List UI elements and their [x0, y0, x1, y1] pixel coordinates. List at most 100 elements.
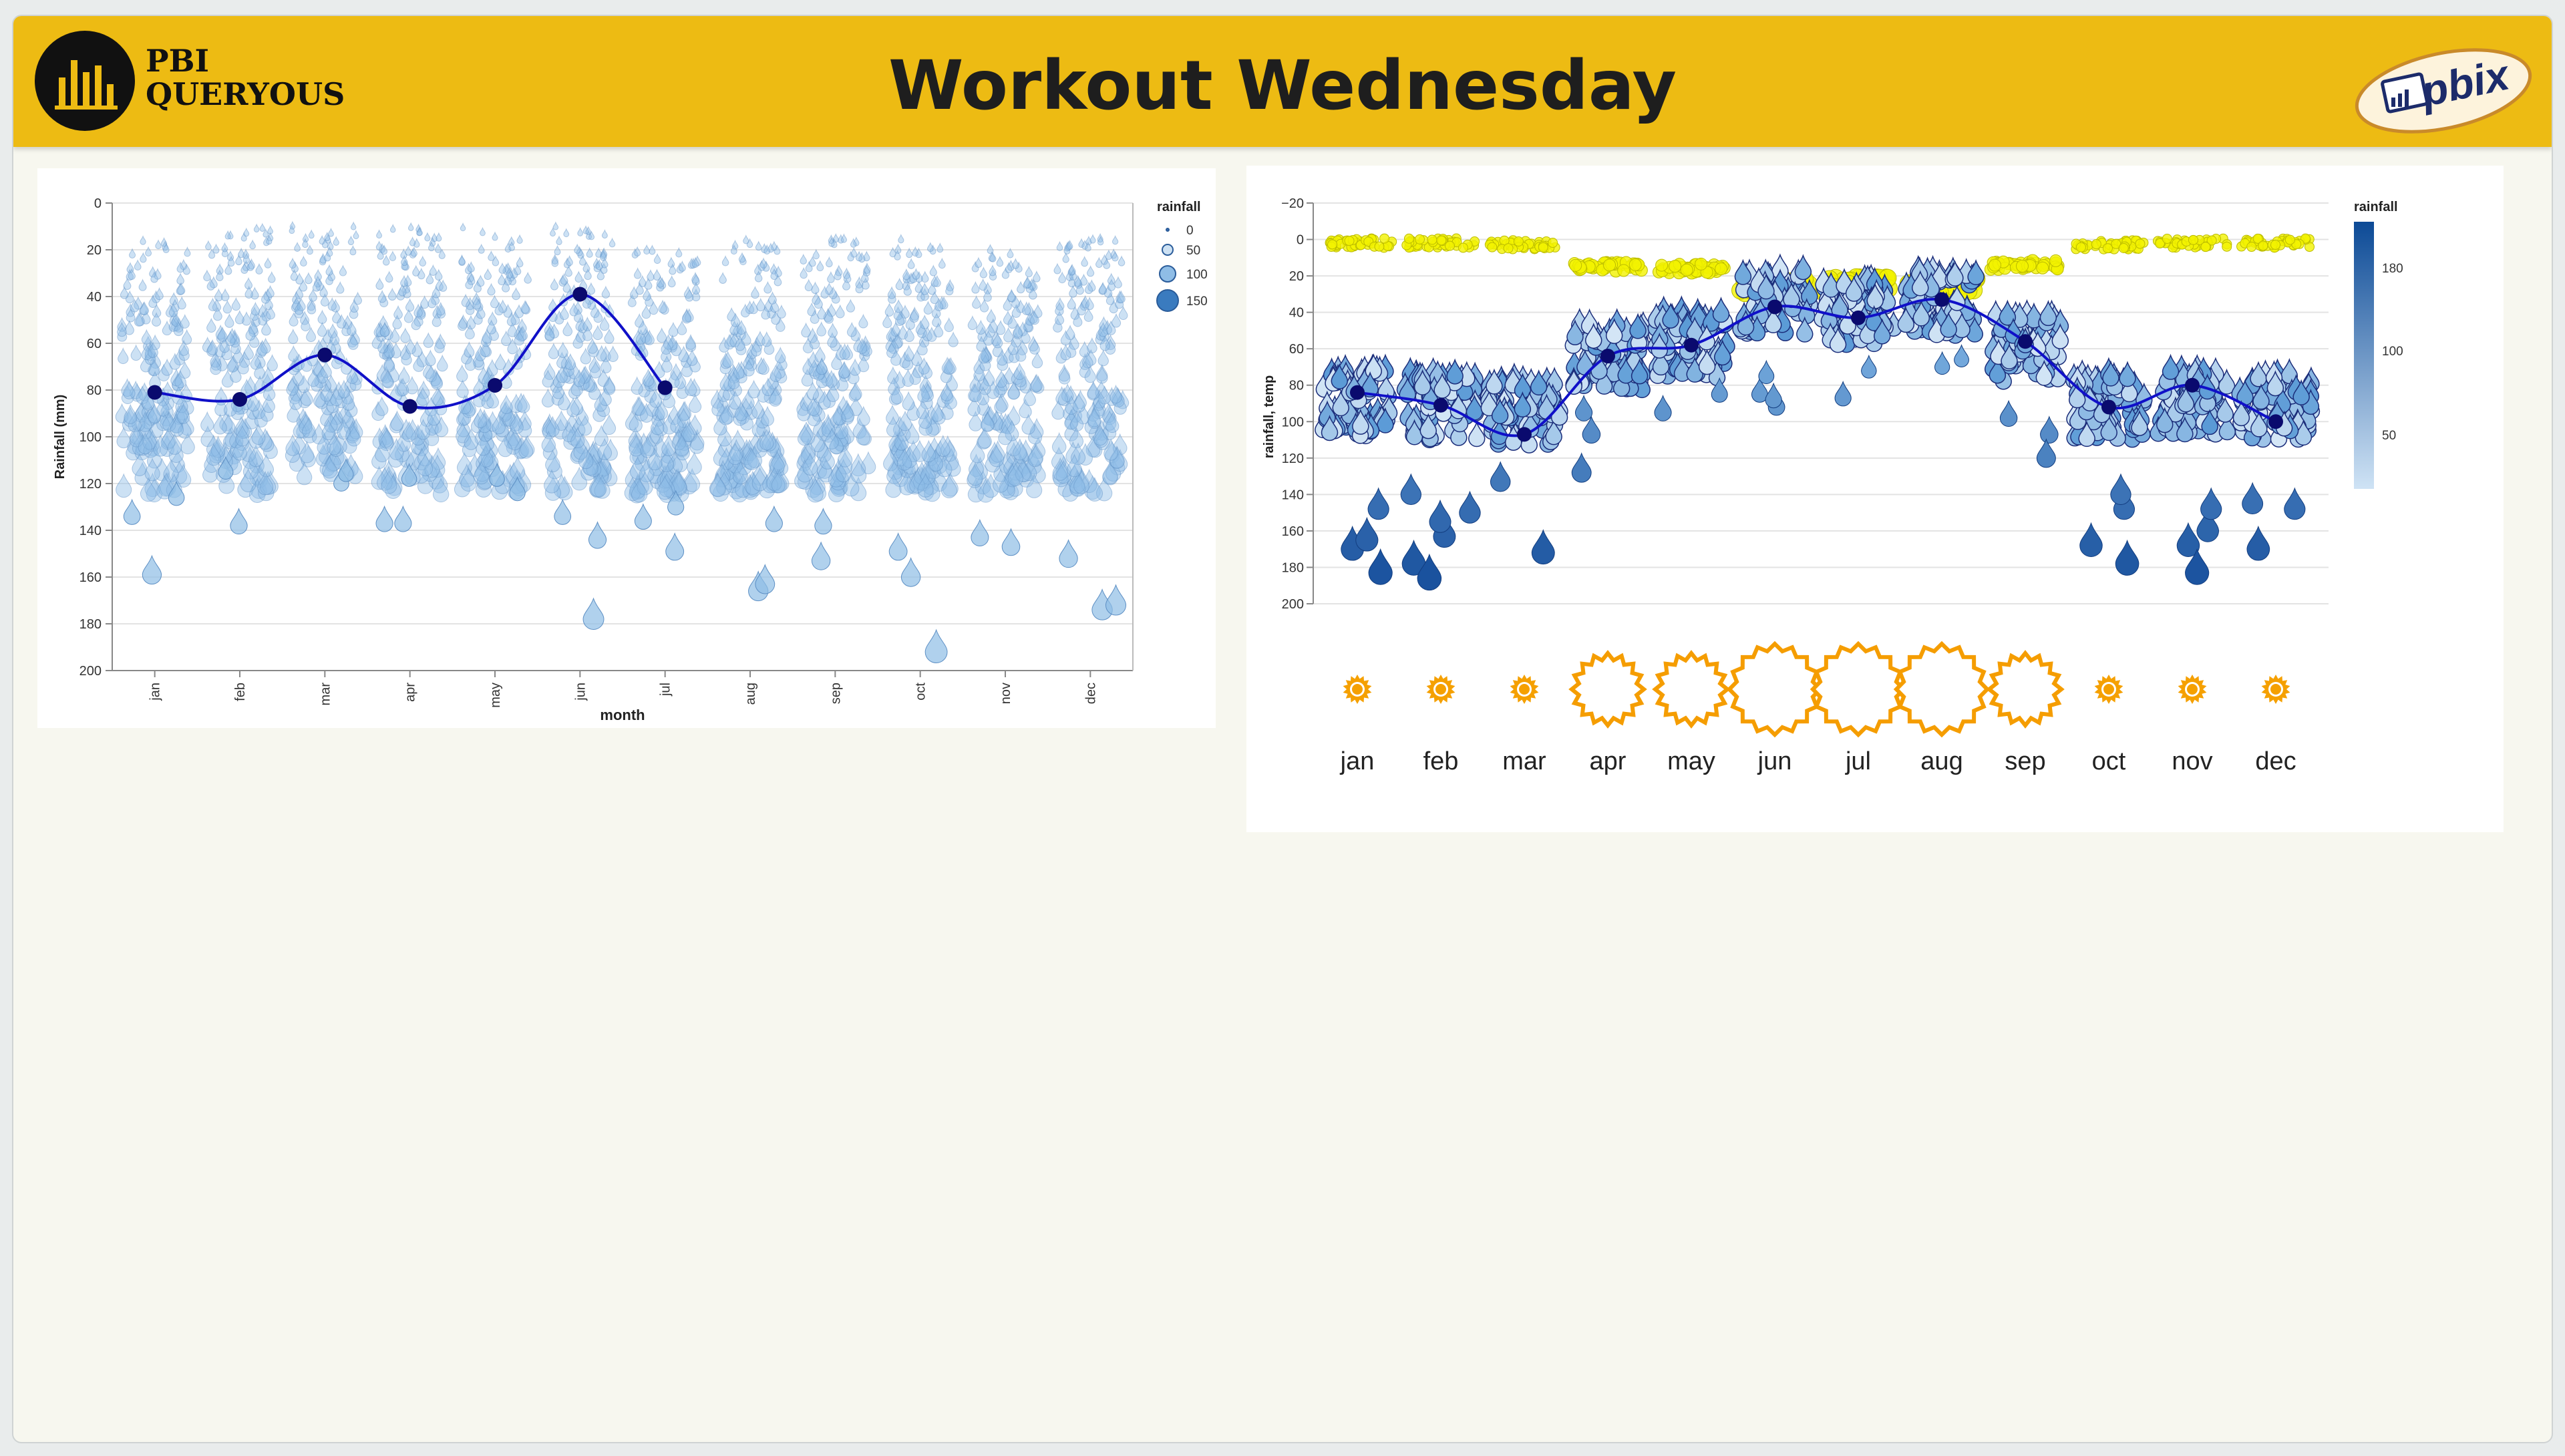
x-tick-label: jul — [659, 683, 673, 697]
rain-drop — [711, 396, 725, 417]
rain-drop — [1007, 462, 1023, 487]
rain-drop — [203, 269, 211, 282]
rain-drop — [411, 432, 425, 455]
rain-drop — [1099, 326, 1109, 342]
rain-drop — [688, 378, 701, 397]
rain-drop — [629, 474, 646, 499]
rain-drop-outlier — [1490, 461, 1511, 492]
rain-drop — [148, 294, 158, 309]
rain-drop — [178, 417, 192, 439]
rain-drop — [486, 389, 500, 409]
rain-drop — [155, 287, 164, 301]
rain-drop — [216, 328, 227, 344]
rain-drop — [685, 289, 694, 302]
rain-drop — [1084, 365, 1097, 383]
rain-drop — [401, 258, 409, 270]
rain-drop — [507, 428, 522, 451]
rain-drop — [378, 315, 388, 330]
rain-drop — [826, 303, 836, 317]
rain-drop — [902, 268, 910, 281]
rain-drop — [717, 435, 733, 458]
rain-drop — [470, 412, 485, 433]
rain-drop — [389, 327, 400, 343]
rain-drop — [148, 358, 160, 376]
rain-drop — [755, 357, 767, 375]
temp-bubble — [2155, 238, 2166, 248]
rain-drop — [995, 392, 1009, 412]
rain-drop — [640, 435, 655, 458]
rain-drop — [802, 357, 814, 375]
legend-tick-label: 50 — [2382, 429, 2396, 443]
rain-drop — [762, 429, 777, 451]
rain-drop — [638, 378, 651, 397]
rain-drop — [220, 288, 230, 301]
rain-drop — [602, 413, 617, 435]
rain-drop — [730, 312, 741, 327]
rain-drop — [585, 374, 598, 393]
rain-drop — [989, 268, 997, 281]
rain-drop — [230, 365, 242, 383]
rainfall-temp-panel[interactable]: −20 0 20 40 60 80 100 120 140 160 180 200 rainfall, … — [1246, 166, 2504, 832]
rain-drop — [2025, 302, 2043, 329]
rain-drop — [812, 455, 828, 479]
rain-drop — [222, 299, 232, 314]
rain-drop — [311, 373, 323, 392]
temp-bubble — [1569, 258, 1582, 272]
rain-drop — [145, 246, 152, 257]
rain-drop — [829, 432, 844, 455]
rain-drop — [773, 452, 789, 476]
rain-drop — [824, 309, 834, 324]
rain-drop — [424, 232, 431, 242]
rain-drop — [249, 462, 265, 486]
rain-drop — [678, 425, 693, 447]
rain-drop — [315, 278, 324, 291]
rain-drop — [967, 464, 983, 488]
rain-drop — [498, 262, 506, 274]
rain-drop — [286, 377, 299, 396]
rain-drop — [463, 396, 477, 417]
rain-drop — [1002, 475, 1019, 500]
rain-drop — [633, 267, 642, 279]
rain-drop — [942, 472, 959, 497]
rain-drop — [200, 411, 214, 432]
rainfall-scatter-panel[interactable]: 0 20 40 60 80 100 120 140 160 180 200 jan feb mar apr m… — [37, 168, 1216, 728]
rain-drop — [681, 309, 691, 324]
rain-drop — [925, 415, 940, 437]
rain-drop — [751, 467, 768, 492]
rain-drop — [484, 268, 492, 281]
rain-drop — [474, 458, 490, 482]
rain-drop — [1065, 441, 1081, 464]
rain-drop — [347, 321, 357, 336]
rain-drop — [689, 431, 704, 454]
rain-drop — [834, 417, 849, 439]
rain-drop — [163, 458, 179, 482]
rain-drop — [568, 380, 581, 399]
rain-drop — [593, 260, 601, 272]
rain-drop — [381, 466, 397, 490]
rain-drop — [238, 417, 252, 439]
rain-drop — [1055, 347, 1067, 364]
rain-drop — [596, 451, 612, 475]
rain-drop — [482, 417, 497, 439]
rainfall-temp-chart: −20020406080100120140160180200rainfall, … — [1262, 196, 2403, 775]
rain-drop — [307, 297, 316, 311]
rain-drop — [319, 234, 325, 245]
rain-drop — [376, 466, 393, 491]
rain-drop — [314, 370, 327, 389]
sun-icon — [1568, 650, 1647, 729]
rain-drop — [763, 281, 772, 294]
rain-drop — [524, 271, 532, 284]
rain-drop — [1017, 281, 1025, 294]
rain-drop — [731, 459, 747, 484]
rain-drop — [301, 316, 311, 332]
rain-drop — [774, 244, 781, 255]
rain-drop — [301, 444, 316, 468]
rain-drop — [1057, 472, 1074, 498]
rain-drop — [289, 312, 299, 327]
rain-drop-extreme — [1059, 539, 1078, 568]
rain-drop — [577, 372, 590, 391]
rain-drop — [812, 416, 827, 437]
rain-drop — [262, 470, 279, 495]
rain-drop — [1105, 412, 1120, 433]
rain-drop — [385, 270, 393, 283]
